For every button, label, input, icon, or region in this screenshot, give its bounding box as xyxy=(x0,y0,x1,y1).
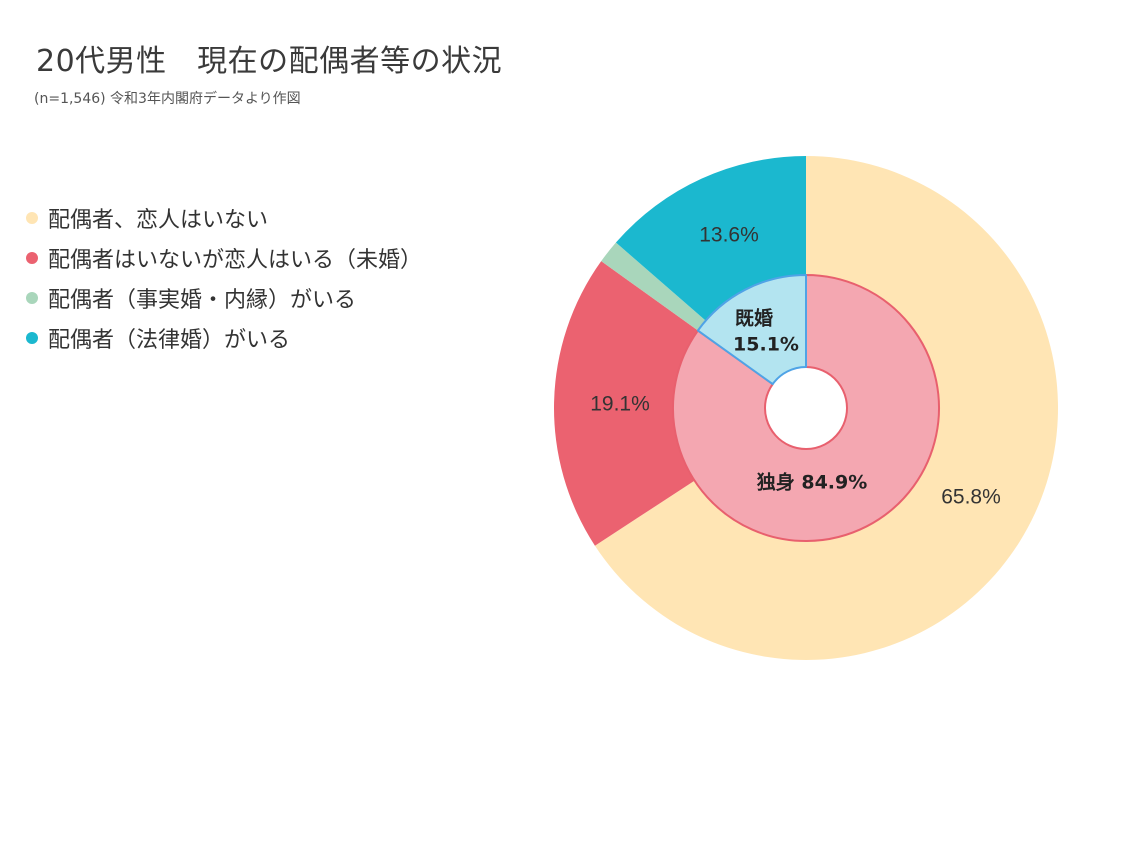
outer-slice-label-0: 65.8% xyxy=(941,486,1001,509)
legend-label: 配偶者、恋人はいない xyxy=(48,208,269,233)
legend-marker xyxy=(26,212,38,224)
legend-item-unmarried-with-partner: 配偶者はいないが恋人はいる（未婚） xyxy=(26,238,422,278)
legend-item-common-law: 配偶者（事実婚・内縁）がいる xyxy=(26,278,422,318)
inner-slice-label-1-name: 既婚 xyxy=(735,307,773,330)
legend-marker xyxy=(26,292,38,304)
outer-slice-3 xyxy=(615,156,806,321)
legend-item-single-no-partner: 配偶者、恋人はいない xyxy=(26,198,422,238)
legend-label: 配偶者はいないが恋人はいる（未婚） xyxy=(48,248,423,273)
legend: 配偶者、恋人はいない 配偶者はいないが恋人はいる（未婚） 配偶者（事実婚・内縁）… xyxy=(26,198,422,358)
outer-slice-label-3: 13.6% xyxy=(699,224,759,247)
chart-subtitle: (n=1,546) 令和3年内閣府データより作図 xyxy=(34,91,301,107)
inner-slice-0 xyxy=(672,274,940,542)
inner-slice-label-1-value: 15.1% xyxy=(733,334,799,356)
chart-title: 20代男性 現在の配偶者等の状況 xyxy=(36,44,503,79)
inner-slice-label-0: 独身 84.9% xyxy=(757,471,868,494)
outer-slice-0 xyxy=(594,156,1059,660)
legend-marker xyxy=(26,252,38,264)
legend-item-legal-marriage: 配偶者（法律婚）がいる xyxy=(26,318,422,358)
inner-slice-1 xyxy=(696,274,807,386)
outer-slice-label-1: 19.1% xyxy=(590,393,650,416)
legend-label: 配偶者（事実婚・内縁）がいる xyxy=(48,288,357,313)
outer-slice-1 xyxy=(554,261,698,546)
outer-slice-2 xyxy=(601,242,706,331)
legend-marker xyxy=(26,332,38,344)
legend-label: 配偶者（法律婚）がいる xyxy=(48,328,291,353)
